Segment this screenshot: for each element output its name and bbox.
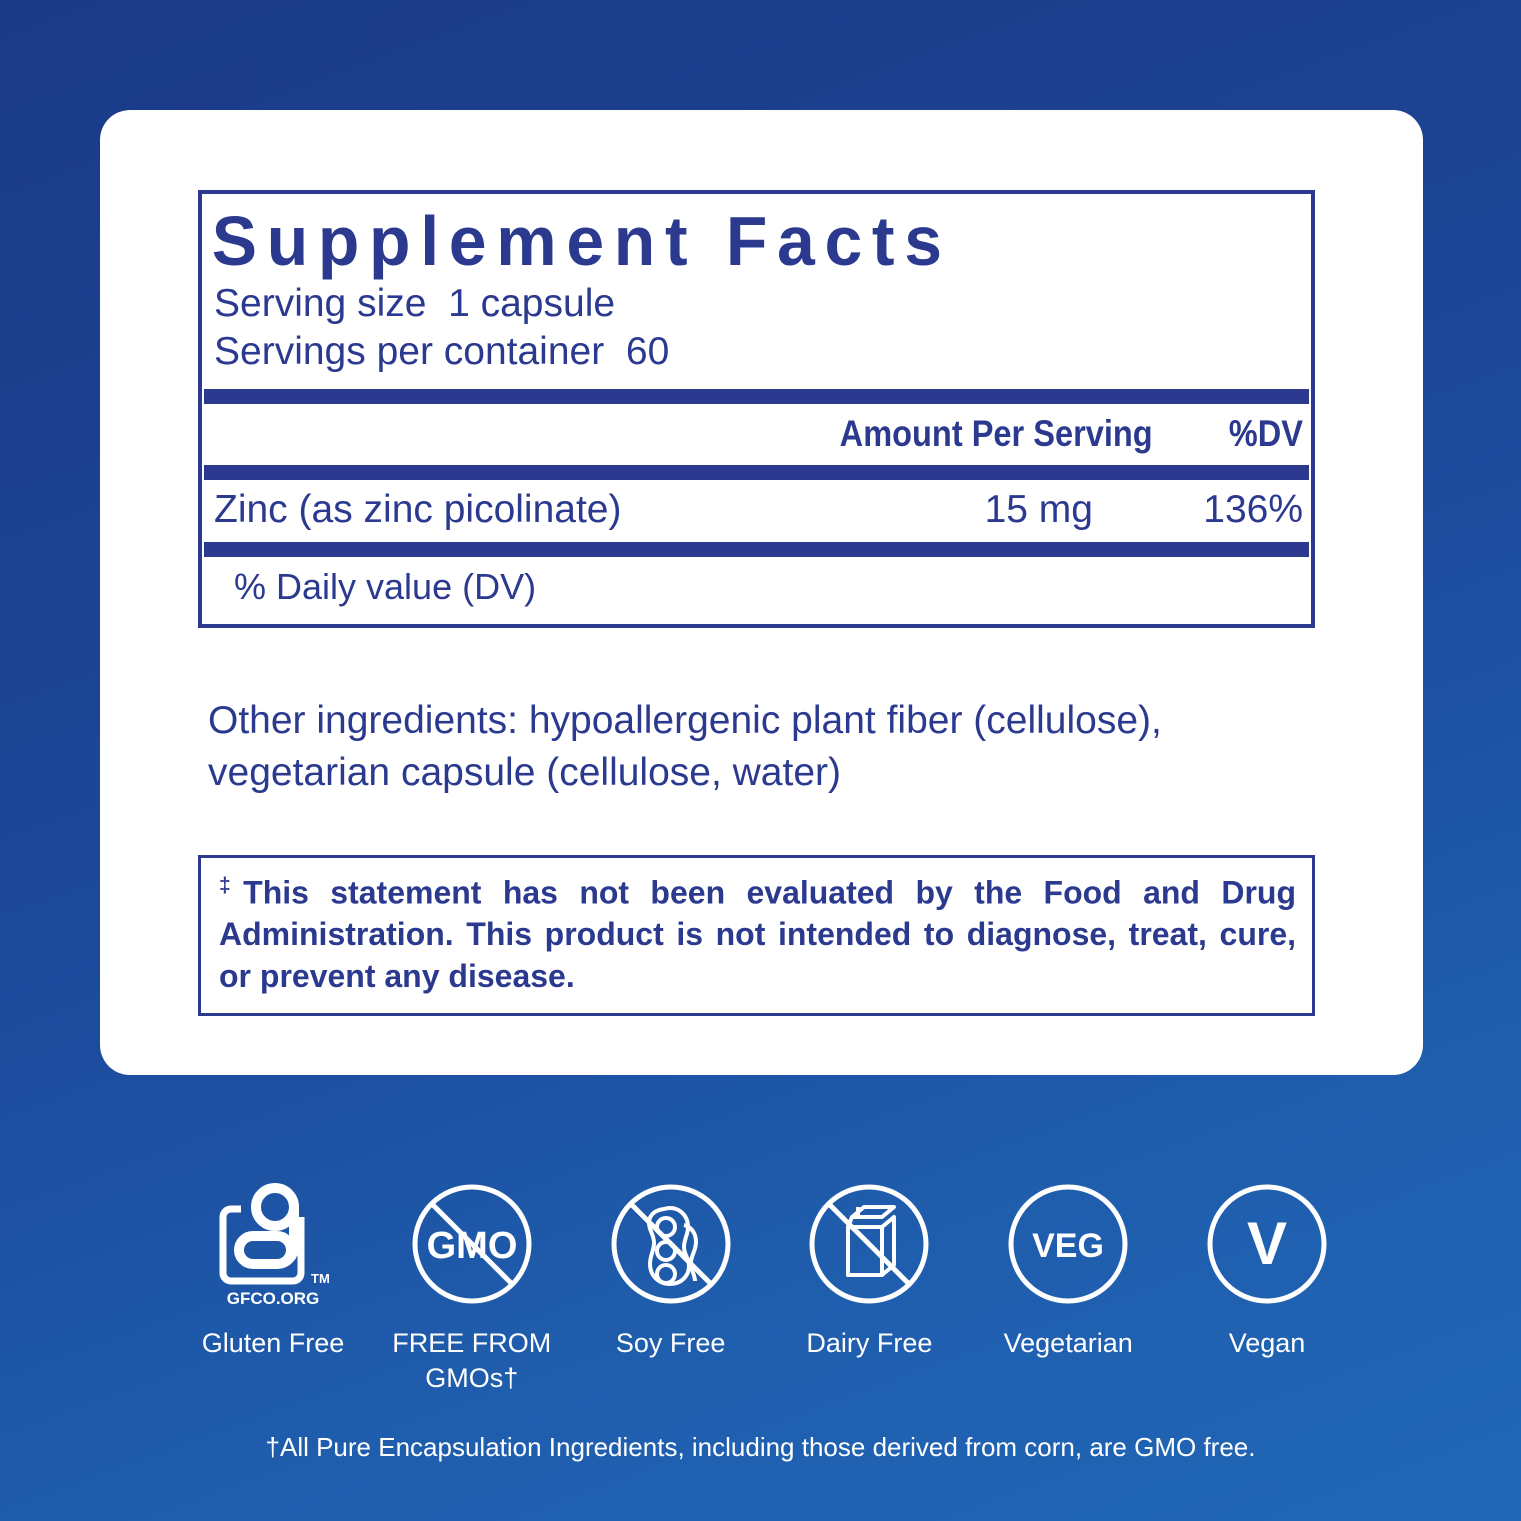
vegan-icon: V xyxy=(1204,1178,1330,1310)
certification-badges-row: TM GFCO.ORG Gluten Free GMO FREE FROM GM… xyxy=(180,1178,1360,1396)
other-ingredients-text: Other ingredients: hypoallergenic plant … xyxy=(208,699,1162,794)
fda-disclaimer-box: ‡This statement has not been evaluated b… xyxy=(198,855,1315,1017)
badge-vegetarian: VEG Vegetarian xyxy=(975,1178,1161,1361)
badge-label: Soy Free xyxy=(615,1328,726,1358)
badge-label: FREE FROM GMOs† xyxy=(392,1328,552,1394)
no-soy-icon xyxy=(608,1178,734,1310)
gfco-tm-mark: TM xyxy=(311,1271,330,1286)
badge-label: Vegan xyxy=(1228,1328,1306,1358)
supplement-facts-table: Supplement Facts Serving size 1 capsule … xyxy=(198,190,1315,629)
table-header-row: Amount Per Serving %DV xyxy=(202,404,1311,465)
nutrient-percent-dv: 136% xyxy=(1203,488,1303,532)
table-row: Zinc (as zinc picolinate) 15 mg 136% xyxy=(202,480,1311,542)
supplement-facts-title: Supplement Facts xyxy=(211,202,952,280)
label-card: Supplement Facts Serving size 1 capsule … xyxy=(100,110,1423,1075)
table-rule-thick-top xyxy=(204,389,1309,405)
header-percent-dv: %DV xyxy=(1228,413,1303,455)
no-dairy-icon xyxy=(806,1178,932,1310)
fda-disclaimer-text: ‡This statement has not been evaluated b… xyxy=(219,872,1296,997)
header-amount-per-serving: Amount Per Serving xyxy=(839,413,1153,455)
vegan-v-text: V xyxy=(1247,1210,1287,1277)
disclaimer-body: This statement has not been evaluated by… xyxy=(219,874,1296,994)
badge-vegan: V Vegan xyxy=(1174,1178,1360,1361)
table-rule-thick-bottom xyxy=(204,542,1309,558)
nutrient-amount: 15 mg xyxy=(984,488,1093,532)
veg-text: VEG xyxy=(1032,1227,1104,1265)
gfco-org-text: GFCO.ORG xyxy=(227,1289,320,1308)
serving-info: Serving size 1 capsule Servings per cont… xyxy=(202,280,1311,389)
badge-soy-free: Soy Free xyxy=(578,1178,764,1361)
badge-gluten-free: TM GFCO.ORG Gluten Free xyxy=(180,1178,366,1361)
disclaimer-dagger-symbol: ‡ xyxy=(219,874,244,897)
serving-size-line: Serving size 1 capsule xyxy=(214,282,616,325)
badge-label: Gluten Free xyxy=(201,1328,345,1358)
badge-label: Vegetarian xyxy=(1003,1328,1133,1358)
gmo-text: GMO xyxy=(426,1225,517,1267)
servings-per-container-line: Servings per container 60 xyxy=(214,329,670,373)
table-rule-thick-mid xyxy=(204,465,1309,481)
nutrient-name: Zinc (as zinc picolinate) xyxy=(214,488,622,532)
badge-dairy-free: Dairy Free xyxy=(776,1178,962,1361)
badge-free-from-gmos: GMO FREE FROM GMOs† xyxy=(379,1178,565,1396)
daily-value-note: % Daily value (DV) xyxy=(234,566,537,608)
no-gmo-icon: GMO xyxy=(409,1178,535,1310)
vegetarian-icon: VEG xyxy=(1005,1178,1131,1310)
gmo-footnote: †All Pure Encapsulation Ingredients, inc… xyxy=(265,1432,1256,1462)
gfco-gluten-free-icon: TM GFCO.ORG xyxy=(213,1178,333,1310)
badge-label: Dairy Free xyxy=(806,1328,933,1358)
